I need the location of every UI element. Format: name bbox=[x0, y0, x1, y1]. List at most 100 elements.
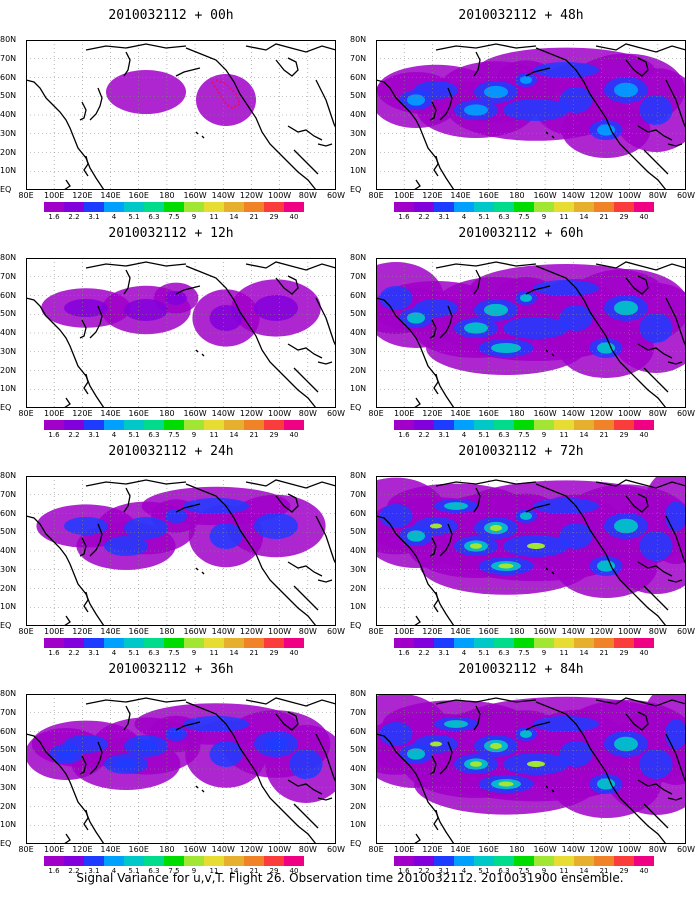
colorbar-label: 6.3 bbox=[148, 213, 160, 221]
lat-label: 20N bbox=[350, 365, 367, 375]
colorbar-label: 4 bbox=[111, 867, 117, 875]
lon-label: 140E bbox=[100, 409, 121, 418]
coastline bbox=[201, 353, 205, 357]
coastline bbox=[275, 493, 299, 513]
coastline bbox=[89, 741, 103, 775]
lon-label: 120W bbox=[239, 627, 264, 636]
colorbar-swatch bbox=[184, 202, 204, 212]
coastline bbox=[525, 67, 551, 77]
colorbar-swatch bbox=[494, 638, 514, 648]
coastline bbox=[429, 755, 437, 775]
colorbar-label: 3.1 bbox=[438, 213, 450, 221]
colorbar-swatch bbox=[534, 856, 554, 866]
colorbar-label: 4 bbox=[111, 649, 117, 657]
colorbar-swatch bbox=[514, 420, 534, 430]
variance-region bbox=[490, 524, 502, 532]
lon-label: 60W bbox=[676, 627, 696, 636]
map-svg bbox=[26, 40, 336, 190]
coastline bbox=[643, 367, 669, 393]
colorbar-label: 14 bbox=[229, 213, 239, 221]
colorbar-swatch bbox=[574, 420, 594, 430]
colorbar-swatch bbox=[104, 420, 124, 430]
variance-region bbox=[559, 87, 593, 113]
lat-label: 20N bbox=[0, 583, 17, 593]
map-border bbox=[376, 476, 686, 626]
variance-region bbox=[498, 563, 514, 569]
coastline bbox=[123, 269, 131, 295]
lat-label: 60N bbox=[350, 72, 367, 82]
colorbar-label: 2.2 bbox=[68, 649, 80, 657]
colorbar-swatch bbox=[514, 856, 534, 866]
map-svg bbox=[376, 694, 686, 844]
variance-region bbox=[533, 498, 599, 514]
coastline bbox=[551, 789, 555, 793]
colorbar-label: 40 bbox=[639, 649, 649, 657]
colorbar-label: 21 bbox=[249, 649, 259, 657]
coastline bbox=[201, 789, 205, 793]
colorbar-labels: 1.6 2.2 3.1 4 5.1 6.3 7.5 9 11 14 21 29 40 bbox=[44, 650, 304, 658]
colorbar-label: 29 bbox=[619, 213, 629, 221]
coastline bbox=[89, 305, 103, 339]
coastline bbox=[275, 275, 299, 295]
colorbar-swatch bbox=[634, 202, 654, 212]
lon-label: 160W bbox=[183, 409, 207, 418]
colorbar-swatch bbox=[554, 202, 574, 212]
colorbar-swatch bbox=[594, 856, 614, 866]
colorbar-swatch bbox=[594, 420, 614, 430]
lat-label: 10N bbox=[0, 602, 17, 612]
lat-label: 60N bbox=[0, 726, 17, 736]
coastline bbox=[667, 143, 683, 147]
colorbar-swatch bbox=[394, 856, 414, 866]
colorbar-label: 9 bbox=[541, 649, 547, 657]
colorbar-swatch bbox=[84, 638, 104, 648]
colorbar-swatch bbox=[634, 638, 654, 648]
lat-label: 30N bbox=[350, 782, 367, 792]
lat-label: 20N bbox=[350, 147, 367, 157]
lat-label: 70N bbox=[350, 707, 367, 717]
lon-label: 140W bbox=[561, 845, 585, 854]
map-svg bbox=[26, 258, 336, 408]
coastline bbox=[315, 297, 336, 347]
lon-label: 60W bbox=[676, 409, 696, 418]
map-area bbox=[26, 258, 336, 408]
figure-caption: Signal Variance for u,v,T. Flight 26. Ob… bbox=[76, 871, 624, 885]
coastline bbox=[525, 285, 551, 295]
colorbar-swatch bbox=[264, 420, 284, 430]
variance-region bbox=[407, 530, 425, 542]
colorbar-swatch bbox=[64, 856, 84, 866]
colorbar-labels: 1.6 2.2 3.1 4 5.1 6.3 7.5 9 11 14 21 29 40 bbox=[394, 432, 654, 440]
colorbar-label: 4 bbox=[461, 649, 467, 657]
variance-region bbox=[444, 720, 468, 728]
coastline bbox=[287, 343, 323, 359]
coastline bbox=[89, 87, 103, 121]
colorbar-label: 11 bbox=[559, 213, 569, 221]
coastline bbox=[439, 87, 453, 121]
lon-label: 100W bbox=[268, 627, 292, 636]
coastline bbox=[473, 487, 481, 513]
coastline bbox=[123, 51, 131, 77]
colorbar-label: 21 bbox=[249, 867, 259, 875]
coastline bbox=[63, 179, 71, 190]
coastline bbox=[595, 43, 686, 53]
coastline bbox=[625, 275, 649, 295]
colorbar-label: 1.6 bbox=[48, 649, 60, 657]
colorbar-label: 5.1 bbox=[478, 649, 490, 657]
coastline bbox=[245, 261, 336, 271]
coastline bbox=[637, 779, 673, 795]
lon-label: 100W bbox=[618, 191, 642, 200]
lon-label: 140E bbox=[450, 845, 471, 854]
colorbar-swatch bbox=[244, 856, 264, 866]
colorbar-label: 9 bbox=[541, 867, 547, 875]
lat-label: 40N bbox=[0, 328, 17, 337]
lon-label: 140E bbox=[450, 409, 471, 418]
colorbar-label: 6.3 bbox=[498, 649, 510, 657]
colorbar-swatch bbox=[124, 856, 144, 866]
colorbar-label: 2.2 bbox=[418, 431, 430, 439]
colorbar-label: 5.1 bbox=[128, 431, 140, 439]
colorbar-swatch bbox=[124, 202, 144, 212]
coastline bbox=[376, 297, 455, 408]
coastline bbox=[287, 779, 323, 795]
colorbar-swatch bbox=[414, 202, 434, 212]
coastline bbox=[195, 785, 199, 789]
lon-label: 100E bbox=[394, 627, 415, 636]
